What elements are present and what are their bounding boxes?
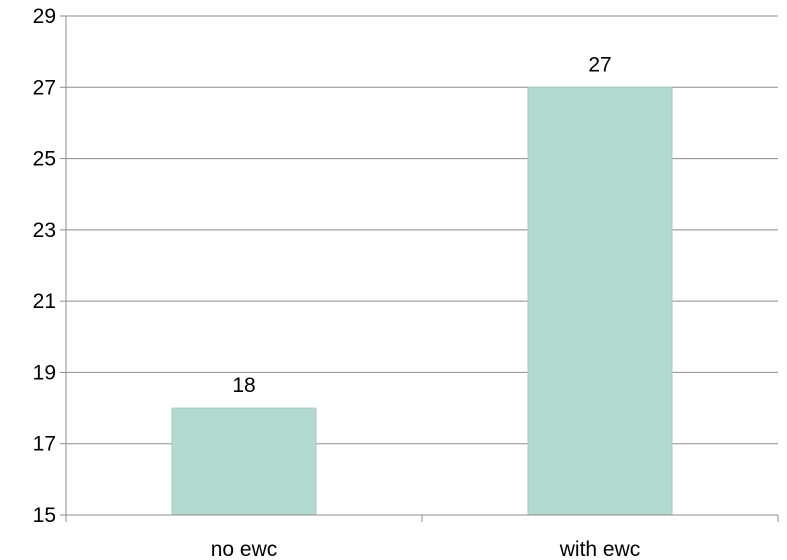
gridlines bbox=[66, 15, 778, 445]
data-label: 27 bbox=[588, 53, 611, 76]
x-category-label: with ewc bbox=[559, 538, 641, 560]
labels: 15 17 19 21 23 25 27 29 18 no ewc 27 with ewc bbox=[33, 5, 641, 560]
y-tick-label: 29 bbox=[33, 5, 56, 28]
y-tick-label: 23 bbox=[33, 219, 56, 242]
x-category-label: no ewc bbox=[211, 538, 278, 560]
y-tick-label: 17 bbox=[33, 433, 56, 456]
bar-with-ewc bbox=[527, 86, 673, 516]
y-tick-label: 19 bbox=[33, 361, 56, 384]
bar-no-ewc bbox=[171, 407, 317, 516]
y-tick-label: 21 bbox=[33, 290, 56, 313]
bars bbox=[171, 86, 673, 516]
y-tick-label: 25 bbox=[33, 148, 56, 171]
data-label: 18 bbox=[232, 374, 255, 397]
axes bbox=[60, 15, 779, 522]
y-tick-label: 27 bbox=[33, 76, 56, 99]
y-tick-label: 15 bbox=[33, 504, 56, 527]
